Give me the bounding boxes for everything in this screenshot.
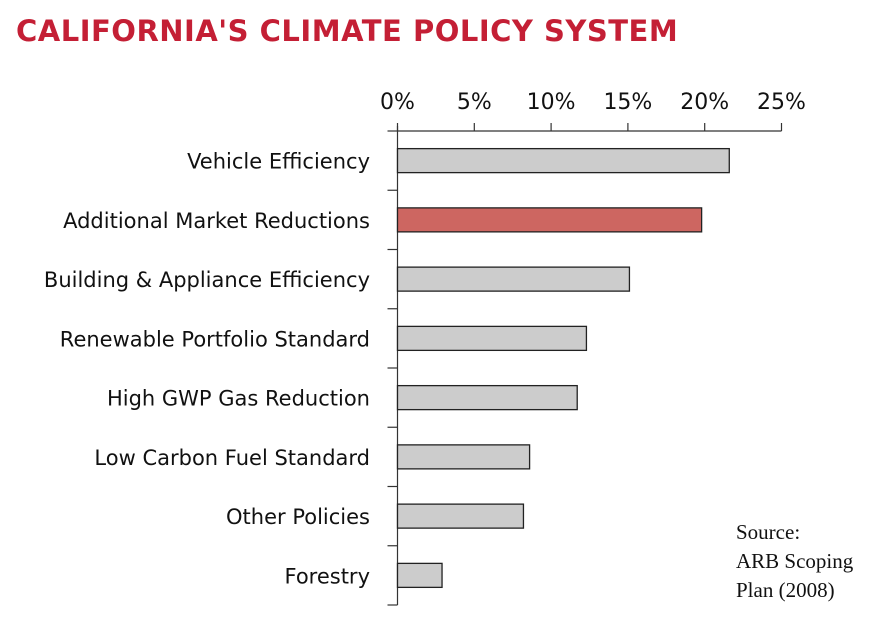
x-tick-label: 15%	[603, 90, 652, 115]
x-tick-label: 25%	[757, 90, 806, 115]
bar-low-carbon-fuel-standard	[396, 444, 531, 470]
x-tick-label: 10%	[527, 90, 576, 115]
source-line: Source:	[736, 520, 801, 544]
x-tick-label: 5%	[457, 90, 492, 115]
bar-vehicle-efficiency	[396, 147, 730, 174]
category-label: Low Carbon Fuel Standard	[94, 446, 370, 470]
category-label: Forestry	[284, 564, 370, 588]
bar-other-policies	[396, 503, 525, 529]
bar-renewable-portfolio-standard	[396, 325, 588, 352]
chart-title: CALIFORNIA'S CLIMATE POLICY SYSTEM	[16, 14, 679, 48]
x-tick-label: 0%	[380, 90, 415, 115]
category-label: Building & Appliance Efficiency	[44, 268, 370, 292]
bar-additional-market-reductions	[396, 207, 703, 233]
source-note: Source: ARB Scoping Plan (2008)	[736, 518, 853, 605]
category-label: Additional Market Reductions	[63, 209, 370, 233]
category-label: High GWP Gas Reduction	[107, 387, 370, 411]
category-label: Other Policies	[226, 505, 370, 529]
bar-building-appliance-efficiency	[396, 266, 631, 292]
bar-forestry	[396, 562, 443, 589]
category-label: Vehicle Efficiency	[187, 150, 370, 174]
x-tick-label: 20%	[680, 90, 729, 115]
source-line: Plan (2008)	[736, 578, 835, 602]
source-line: ARB Scoping	[736, 549, 854, 573]
bar-high-gwp-gas-reduction	[396, 384, 578, 411]
category-label: Renewable Portfolio Standard	[60, 327, 370, 351]
